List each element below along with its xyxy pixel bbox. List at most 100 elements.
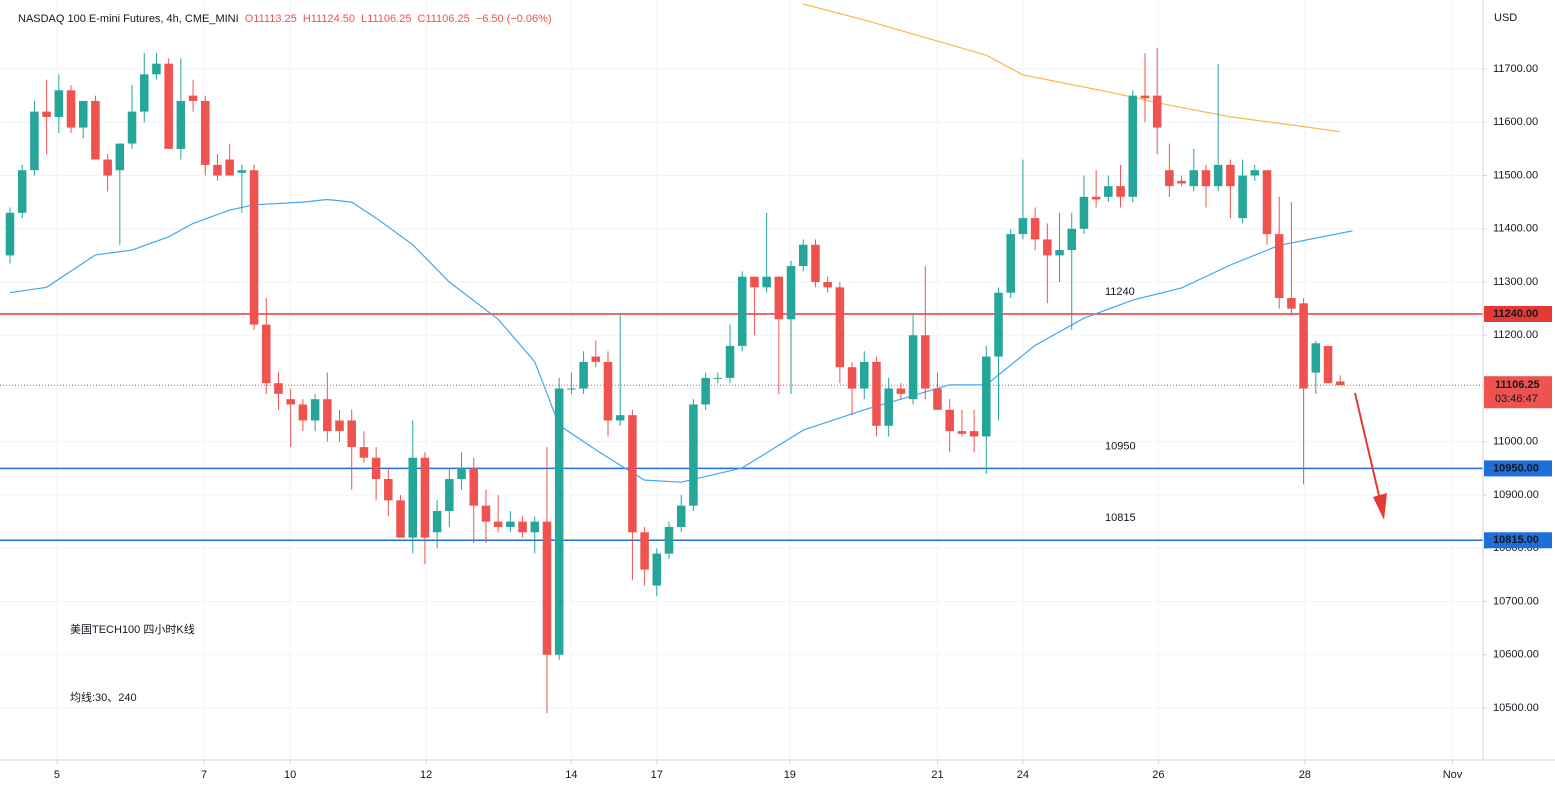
candle-body	[896, 388, 906, 394]
x-tick-label: 14	[565, 769, 577, 781]
candle-body	[30, 111, 39, 171]
level-annotation: 10950	[1105, 440, 1136, 452]
y-tick-label: 10700.00	[1493, 595, 1539, 607]
candle-body	[78, 100, 88, 128]
candle-body	[1165, 170, 1174, 187]
y-tick-label: 11200.00	[1493, 329, 1538, 341]
candle-body	[603, 361, 613, 421]
x-tick-label: 28	[1299, 769, 1311, 781]
y-tick-label: 10500.00	[1493, 702, 1539, 714]
candle-body	[762, 276, 771, 288]
candle-body	[1128, 95, 1138, 197]
candle-body	[91, 100, 100, 160]
candle-body	[1055, 250, 1064, 256]
candle-body	[249, 170, 259, 325]
candle-body	[518, 521, 527, 533]
candle-body	[1140, 95, 1150, 99]
high-value: H11124.50	[303, 13, 355, 25]
candle-body	[310, 399, 320, 421]
legend-header: NASDAQ 100 E-mini Futures, 4h, CME_MINI …	[18, 13, 552, 25]
y-tick-label: 11700.00	[1493, 63, 1538, 75]
level-annotation: 11240	[1105, 286, 1135, 298]
candle-body	[1226, 164, 1235, 187]
candle-body	[127, 111, 137, 144]
level-label-box	[1484, 460, 1552, 477]
candle-body	[628, 415, 637, 533]
change-value: −6.50 (−0.06%)	[476, 13, 552, 25]
candle-body	[908, 335, 918, 400]
candle-body	[725, 345, 735, 378]
candle-body	[54, 90, 64, 117]
candle-body	[225, 159, 234, 176]
candle-body	[774, 276, 784, 320]
level-annotation: 10815	[1105, 512, 1136, 524]
candle-body	[640, 532, 649, 570]
note-text: 美国TECH100 四小时K线	[70, 622, 195, 636]
candle-body	[66, 90, 76, 128]
x-tick-label: 17	[651, 769, 663, 781]
candle-body	[408, 457, 418, 538]
candle-body	[847, 367, 857, 389]
candle-body	[396, 500, 405, 538]
candle-body	[1079, 196, 1089, 229]
arrow-shaft	[1354, 392, 1381, 501]
level-label-box	[1484, 305, 1552, 322]
candle-body	[335, 420, 344, 432]
candle-body	[1104, 186, 1113, 197]
candle-body	[1311, 343, 1321, 373]
candle-body	[1238, 175, 1247, 219]
candle-body	[884, 388, 893, 426]
candle-body	[835, 287, 845, 368]
x-tick-label: Nov	[1443, 769, 1463, 781]
candle-body	[493, 521, 503, 527]
y-tick-label: 11500.00	[1493, 169, 1538, 181]
candle-body	[188, 95, 198, 101]
candle-body	[5, 212, 15, 256]
candle-body	[1018, 218, 1028, 235]
candle-body	[1287, 297, 1296, 309]
y-tick-label: 11600.00	[1493, 116, 1538, 128]
candle-body	[152, 63, 161, 75]
candle-body	[591, 356, 601, 362]
candle-body	[969, 431, 979, 437]
candle-body	[457, 468, 466, 480]
candle-body	[921, 335, 930, 389]
y-tick-label: 10900.00	[1493, 489, 1539, 501]
candle-body	[1177, 180, 1186, 184]
candle-body	[811, 244, 820, 283]
y-tick-label: 11400.00	[1493, 223, 1538, 235]
x-tick-label: 21	[931, 769, 943, 781]
candle-body	[737, 276, 747, 346]
last-price-box	[1484, 376, 1552, 409]
arrow	[1354, 392, 1387, 520]
candle-body	[652, 553, 662, 586]
candle-body	[432, 510, 442, 533]
candle-body	[262, 324, 271, 384]
level-label: 10950.00	[1493, 462, 1539, 474]
y-tick-label: 11300.00	[1493, 276, 1538, 288]
candle-body	[554, 388, 564, 655]
candle-body	[384, 479, 393, 501]
candle-body	[689, 404, 698, 506]
candle-body	[1201, 170, 1211, 187]
candle-body	[786, 266, 796, 320]
axes: 10500.0010600.0010700.0010800.0010900.00…	[54, 63, 1552, 781]
candle-body	[481, 505, 491, 522]
candle-body	[176, 100, 186, 149]
candle-body	[371, 457, 381, 480]
arrow-head	[1373, 493, 1387, 520]
candle-body	[1250, 170, 1260, 176]
x-tick-label: 24	[1017, 769, 1029, 781]
candle-body	[164, 63, 173, 149]
candle-body	[542, 521, 552, 655]
candle-body	[615, 415, 625, 421]
candle-body	[1152, 95, 1162, 128]
candle-body	[579, 361, 588, 389]
countdown-label: 03:46:47	[1495, 393, 1538, 405]
candle-body	[713, 377, 723, 379]
candle-body	[200, 100, 210, 165]
candles	[5, 47, 1345, 714]
